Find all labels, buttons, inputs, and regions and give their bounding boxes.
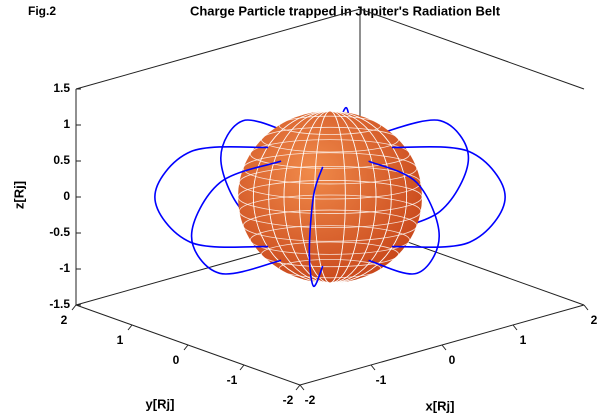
planet-latitude (261, 241, 399, 268)
trajectory (378, 119, 470, 234)
x-tick (583, 304, 589, 311)
trajectory (308, 166, 324, 287)
planet-latitude (238, 194, 422, 229)
planet-latitude (242, 152, 418, 185)
z-tick-label: -0.5 (49, 225, 70, 239)
x-tick (512, 324, 518, 331)
planet (237, 110, 423, 284)
box-edge (359, 8, 585, 90)
y-axis-label: y[Rj] (146, 396, 175, 411)
back-layer: -2 -1 0 1 2 -2 -1 0 1 2 -1.5 -1 -0.5 0 0.5 1 1.5 (49, 8, 598, 407)
y-tick-label: -2 (283, 393, 294, 407)
x-tick-label: 0 (449, 353, 456, 367)
z-tick-label: 1 (63, 117, 70, 131)
trajectory (190, 160, 282, 275)
trajectory (154, 145, 269, 249)
planet-latitude (237, 180, 423, 214)
planet-latitude (249, 225, 411, 255)
x-tick-label: 2 (591, 313, 598, 327)
z-tick-label: 0 (63, 189, 70, 203)
y-tick (183, 344, 189, 351)
x-axis-label: x[Rj] (426, 398, 455, 413)
chart-title: Charge Particle trapped in Jupiter's Rad… (190, 3, 501, 18)
planet-latitude (278, 115, 382, 135)
planet-latitude (249, 139, 411, 169)
y-tick-label: 0 (173, 353, 180, 367)
z-tick-label: -1 (59, 261, 70, 275)
front-layer (154, 145, 506, 287)
x-tick (370, 364, 376, 371)
x-tick-label: -1 (376, 373, 387, 387)
y-tick-label: -1 (227, 373, 238, 387)
z-tick-label: 1.5 (53, 81, 70, 95)
y-tick (127, 324, 133, 331)
figure-label: Fig.2 (28, 4, 56, 18)
z-axis-label: z[Rj] (11, 181, 26, 209)
x-tick (441, 344, 447, 351)
planet-latitude (242, 209, 418, 242)
trajectory (391, 145, 506, 249)
y-tick (295, 384, 301, 391)
planet-latitude (261, 126, 399, 153)
y-tick-label: 2 (61, 313, 68, 327)
planet-latitude (238, 165, 422, 200)
trajectory (368, 160, 441, 275)
box-edge (75, 8, 361, 90)
y-tick (71, 304, 77, 311)
y-tick-label: 1 (117, 333, 124, 347)
x-tick-label: -2 (305, 393, 316, 407)
planet-body (238, 111, 422, 283)
z-tick-label: -1.5 (49, 297, 70, 311)
z-tick-label: 0.5 (53, 153, 70, 167)
x-tick (299, 384, 305, 391)
planet-latitude (278, 259, 382, 279)
planet-meridian (252, 110, 408, 284)
x-tick-label: 1 (520, 333, 527, 347)
y-tick (239, 364, 245, 371)
